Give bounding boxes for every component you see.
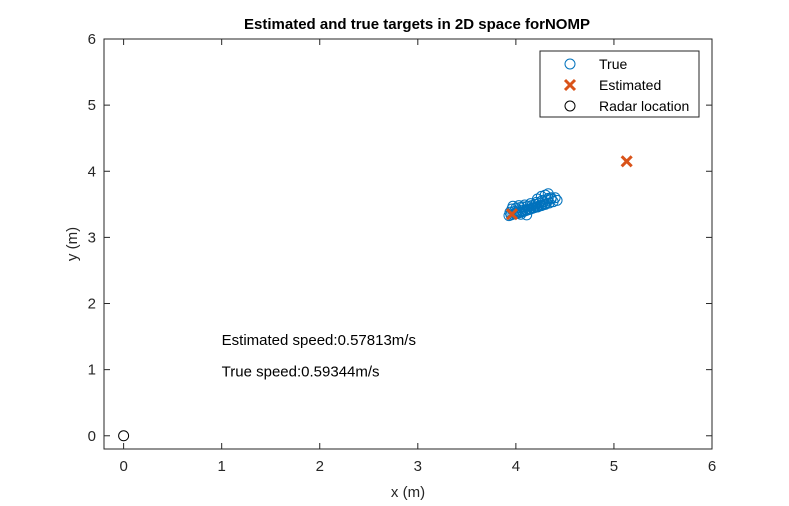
chart-title: Estimated and true targets in 2D space f…	[244, 16, 590, 33]
data-markers	[118, 155, 633, 442]
y-axis-label: y (m)	[64, 227, 81, 261]
point-true	[518, 201, 530, 213]
x-tick-label: 6	[708, 458, 716, 475]
y-tick-labels: 0 1 2 3 4 5 6	[88, 31, 96, 445]
legend-marker-radar	[564, 100, 576, 112]
point-estimated	[620, 155, 633, 168]
point-radar-location	[118, 430, 130, 442]
legend-marker-estimated	[563, 78, 577, 92]
y-tick-label: 5	[88, 97, 96, 114]
legend-label-radar: Radar location	[599, 98, 689, 114]
point-estimated	[505, 208, 519, 221]
x-tick-label: 2	[316, 458, 324, 475]
axis-ticks	[104, 38, 713, 449]
x-tick-labels: 0 1 2 3 4 5 6	[119, 458, 716, 475]
annotation-estimated-speed: Estimated speed:0.57813m/s	[222, 332, 416, 349]
legend-marker-true	[564, 58, 576, 70]
x-tick-label: 3	[414, 458, 422, 475]
legend-label-true: True	[599, 56, 627, 72]
x-tick-label: 1	[218, 458, 226, 475]
x-tick-label: 4	[512, 458, 520, 475]
x-axis-label: x (m)	[391, 484, 425, 501]
point-true	[515, 208, 527, 220]
legend-box	[539, 50, 700, 118]
y-tick-label: 0	[88, 428, 96, 445]
y-tick-label: 6	[88, 31, 96, 48]
y-tick-label: 2	[88, 296, 96, 313]
x-tick-label: 0	[119, 458, 127, 475]
y-tick-label: 3	[88, 229, 96, 246]
point-true	[521, 209, 533, 221]
y-tick-label: 1	[88, 362, 96, 379]
annotation-true-speed: True speed:0.59344m/s	[222, 364, 380, 381]
x-tick-label: 5	[610, 458, 618, 475]
point-true	[513, 200, 525, 212]
point-true	[545, 192, 557, 204]
legend-label-estimated: Estimated	[599, 77, 661, 93]
y-tick-label: 4	[88, 163, 96, 180]
legend: True Estimated Radar location	[539, 50, 700, 118]
point-true	[542, 188, 554, 200]
